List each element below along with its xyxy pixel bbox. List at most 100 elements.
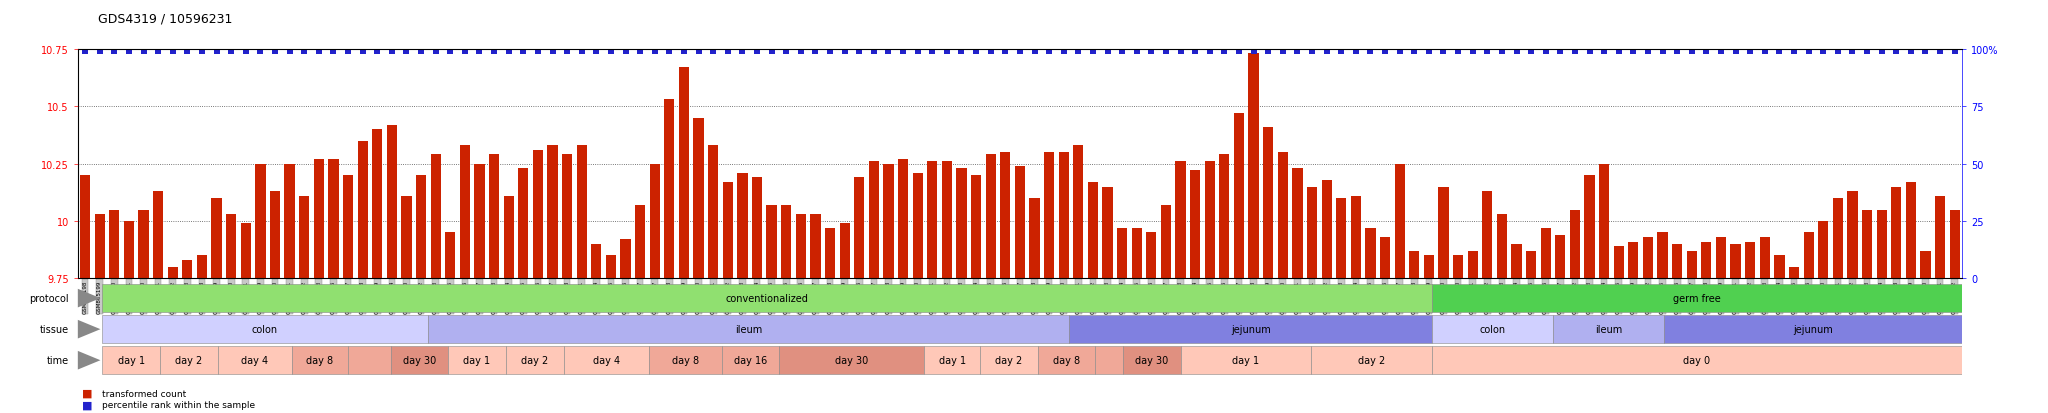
Bar	[217, 347, 293, 374]
Point	[1032, 49, 1065, 55]
Point	[1399, 49, 1432, 55]
Bar	[109, 210, 119, 279]
Bar	[956, 169, 967, 279]
Point	[989, 49, 1022, 55]
Point	[170, 49, 203, 55]
Bar	[154, 192, 164, 279]
Bar	[1087, 183, 1098, 279]
Bar	[532, 150, 543, 279]
Point	[711, 49, 743, 55]
Bar	[1804, 233, 1815, 279]
Bar	[1731, 244, 1741, 279]
Point	[1282, 49, 1315, 55]
Point	[625, 49, 657, 55]
Point	[696, 49, 729, 55]
Point	[1135, 49, 1167, 55]
Bar	[635, 205, 645, 279]
Bar	[928, 162, 938, 279]
Bar	[1335, 199, 1346, 279]
Point	[1880, 49, 1913, 55]
Bar	[578, 146, 588, 279]
Bar	[1497, 215, 1507, 279]
Point	[186, 49, 219, 55]
Point	[1063, 49, 1096, 55]
Bar	[825, 228, 836, 279]
Text: day 2: day 2	[520, 355, 549, 366]
Bar	[1096, 347, 1122, 374]
Point	[346, 49, 379, 55]
Bar	[1044, 153, 1055, 279]
Bar	[225, 215, 236, 279]
Bar	[723, 183, 733, 279]
Bar	[1380, 237, 1391, 279]
Bar	[299, 196, 309, 279]
Bar	[981, 347, 1038, 374]
Bar	[475, 164, 485, 279]
Text: day 1: day 1	[117, 355, 145, 366]
Point	[1382, 49, 1415, 55]
Bar	[797, 215, 807, 279]
Bar	[1452, 256, 1462, 279]
Bar	[1122, 347, 1182, 374]
Bar	[1176, 162, 1186, 279]
Bar	[1571, 210, 1581, 279]
Bar	[489, 155, 500, 279]
Point	[639, 49, 672, 55]
Bar	[606, 256, 616, 279]
Bar	[1511, 244, 1522, 279]
Bar	[348, 347, 391, 374]
Point	[1251, 49, 1284, 55]
Point	[1675, 49, 1708, 55]
Text: day 8: day 8	[672, 355, 698, 366]
Point	[1866, 49, 1898, 55]
Point	[565, 49, 598, 55]
Bar	[1526, 251, 1536, 279]
Bar	[293, 347, 348, 374]
Point	[244, 49, 276, 55]
Bar	[1182, 347, 1311, 374]
Bar	[694, 119, 705, 279]
Point	[1194, 49, 1227, 55]
Bar	[1540, 228, 1550, 279]
Point	[1632, 49, 1665, 55]
Text: day 4: day 4	[592, 355, 621, 366]
Point	[1821, 49, 1853, 55]
Point	[1208, 49, 1241, 55]
Text: day 1: day 1	[463, 355, 492, 366]
Point	[1851, 49, 1884, 55]
Polygon shape	[78, 320, 100, 339]
Bar	[1292, 169, 1303, 279]
Point	[1485, 49, 1518, 55]
Bar	[1468, 251, 1479, 279]
Bar	[1552, 316, 1665, 343]
Bar	[1311, 347, 1432, 374]
Bar	[139, 210, 150, 279]
Bar	[1554, 235, 1565, 279]
Point	[463, 49, 496, 55]
Bar	[840, 224, 850, 279]
Bar	[1016, 166, 1024, 279]
Point	[1544, 49, 1577, 55]
Bar	[1423, 256, 1434, 279]
Text: day 2: day 2	[1358, 355, 1384, 366]
Point	[930, 49, 963, 55]
Bar	[1642, 237, 1653, 279]
Bar	[1190, 171, 1200, 279]
Bar	[721, 347, 778, 374]
Point	[1894, 49, 1927, 55]
Point	[1163, 49, 1196, 55]
Point	[522, 49, 555, 55]
Point	[1618, 49, 1651, 55]
Point	[901, 49, 934, 55]
Bar	[999, 153, 1010, 279]
Point	[1237, 49, 1270, 55]
Bar	[1876, 210, 1886, 279]
Bar	[1862, 210, 1872, 279]
Bar	[313, 159, 324, 279]
Point	[741, 49, 774, 55]
Bar	[649, 347, 721, 374]
Bar	[1599, 164, 1610, 279]
Point	[1690, 49, 1722, 55]
Point	[1763, 49, 1796, 55]
Text: day 2: day 2	[995, 355, 1022, 366]
